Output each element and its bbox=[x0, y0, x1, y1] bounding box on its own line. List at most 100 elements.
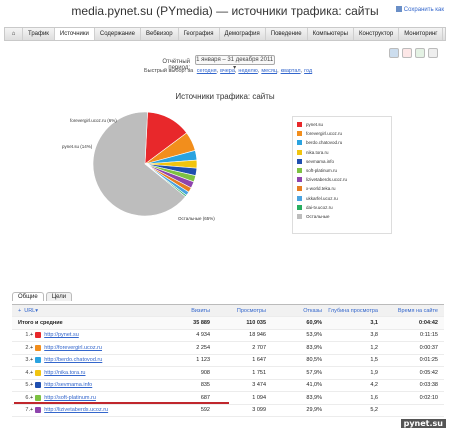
quick-link-3[interactable]: месяц bbox=[261, 68, 278, 74]
row-url-cell: 1. + http://pynet.su bbox=[12, 332, 160, 339]
header-bounces[interactable]: Отказы bbox=[303, 307, 322, 314]
home-tab[interactable]: ⌂ bbox=[5, 28, 23, 40]
table-row[interactable]: 3. + http://berdo.chatovod.ru 1 123 1 647 80… bbox=[12, 355, 444, 367]
total-visits: 35 889 bbox=[193, 319, 210, 326]
favicon-icon bbox=[35, 394, 42, 401]
table-row[interactable]: 1. + http://pynet.su 4 934 18 946 53,9% 3,8 0:… bbox=[12, 330, 444, 342]
cell-visits: 592 bbox=[200, 407, 210, 414]
header-time[interactable]: Время на сайте bbox=[397, 307, 438, 314]
row-url-link[interactable]: http://sevmama.info bbox=[44, 382, 93, 389]
segment-icon[interactable] bbox=[415, 48, 425, 58]
legend-label: nika.tora.ru bbox=[306, 149, 329, 155]
quick-link-4[interactable]: квартал bbox=[280, 68, 301, 74]
tab-2[interactable]: Содержание bbox=[95, 28, 141, 40]
quick-link-5[interactable]: год bbox=[304, 68, 313, 74]
header-url-label[interactable]: URL bbox=[24, 307, 36, 314]
table-row[interactable]: 6. + http://soft-platinum.ru 687 1 094 83,9%… bbox=[12, 392, 444, 405]
settings-icon[interactable] bbox=[428, 48, 438, 58]
tab-4[interactable]: География bbox=[179, 28, 220, 40]
total-depth: 3,1 bbox=[370, 319, 378, 326]
cell-visits: 687 bbox=[200, 394, 210, 401]
table-total-row: Итого и средние 35 889 110 035 60,9% 3,1… bbox=[12, 317, 444, 330]
expand-icon[interactable]: + bbox=[30, 394, 34, 401]
compare-icon[interactable] bbox=[402, 48, 412, 58]
cell-views: 1 647 bbox=[252, 357, 266, 364]
total-bounces: 60,9% bbox=[306, 319, 322, 326]
total-views: 110 035 bbox=[246, 319, 266, 326]
cell-views: 1 751 bbox=[252, 369, 266, 376]
header-url[interactable]: + URL ▾ bbox=[18, 307, 38, 314]
tab-1[interactable]: Источники bbox=[54, 28, 95, 40]
quick-link-2[interactable]: неделю bbox=[238, 68, 258, 74]
row-number: 4. bbox=[25, 369, 30, 376]
period-selector: Отчётный период: 1 января – 31 декабря 2… bbox=[144, 55, 275, 71]
tab-6[interactable]: Поведение bbox=[266, 28, 308, 40]
legend-label: lizivetaberds.ucoz.ru bbox=[306, 177, 348, 183]
legend-swatch bbox=[297, 168, 302, 174]
pie-label: Остальные (65%) bbox=[178, 216, 215, 221]
pie-label: pynet.su (14%) bbox=[62, 144, 93, 149]
expand-icon[interactable]: + bbox=[30, 369, 34, 376]
legend-swatch bbox=[297, 177, 302, 183]
pie-label: forevergirl.ucoz.ru (6%) bbox=[70, 118, 117, 123]
expand-icon[interactable]: + bbox=[30, 332, 34, 339]
favicon-icon bbox=[35, 407, 42, 414]
legend-label: ukkarfel.ucoz.ru bbox=[306, 195, 338, 201]
legend-swatch bbox=[297, 213, 302, 219]
table-row[interactable]: 5. + http://sevmama.info 835 3 474 41,0% 4,2 0… bbox=[12, 380, 444, 392]
cell-views: 3 099 bbox=[252, 407, 266, 414]
tab-goals[interactable]: Цели bbox=[45, 292, 73, 301]
table-row[interactable]: 7. + http://lizivetaberds.ucoz.ru 592 3 099… bbox=[12, 405, 444, 417]
tab-7[interactable]: Компьютеры bbox=[308, 28, 354, 40]
pie-slice[interactable] bbox=[92, 111, 186, 217]
quick-link-0[interactable]: сегодня bbox=[196, 68, 217, 74]
legend-item: pynet.su bbox=[297, 120, 387, 129]
tab-3[interactable]: Вебвизор bbox=[141, 28, 179, 40]
header-views[interactable]: Просмотры bbox=[236, 307, 266, 314]
save-as-label[interactable]: Сохранить как bbox=[403, 7, 444, 13]
row-url-link[interactable]: http://forevergirl.ucoz.ru bbox=[44, 344, 102, 351]
total-label: Итого и средние bbox=[18, 319, 63, 326]
row-url-link[interactable]: http://berdo.chatovod.ru bbox=[44, 357, 103, 364]
report-tabs: Общие Цели bbox=[12, 292, 73, 301]
row-url-cell: 6. + http://soft-platinum.ru bbox=[12, 394, 160, 401]
tab-9[interactable]: Мониторинг bbox=[399, 28, 444, 40]
legend-swatch bbox=[297, 204, 302, 210]
row-url-link[interactable]: http://soft-platinum.ru bbox=[44, 394, 96, 401]
cell-bounces: 83,9% bbox=[306, 394, 322, 401]
row-url-link[interactable]: http://lizivetaberds.ucoz.ru bbox=[44, 407, 109, 414]
period-dropdown[interactable]: 1 января – 31 декабря 2011 ▾ bbox=[194, 55, 275, 71]
quick-link-1[interactable]: вчера bbox=[220, 68, 235, 74]
table-row[interactable]: 4. + http://nika.tora.ru 908 1 751 57,9% 1,9 0… bbox=[12, 367, 444, 380]
table-row[interactable]: 2. + http://forevergirl.ucoz.ru 2 254 2 707… bbox=[12, 342, 444, 355]
row-number: 1. bbox=[25, 332, 30, 339]
legend-swatch bbox=[297, 122, 302, 128]
legend-label: x-world.teka.ru bbox=[306, 186, 336, 192]
period-value[interactable]: 1 января – 31 декабря 2011 bbox=[196, 57, 274, 63]
row-number: 6. bbox=[25, 394, 30, 401]
header-depth[interactable]: Глубина просмотра bbox=[328, 307, 378, 314]
expand-icon[interactable]: + bbox=[30, 382, 34, 389]
expand-icon[interactable]: + bbox=[30, 357, 34, 364]
cell-views: 1 094 bbox=[252, 394, 266, 401]
row-number: 7. bbox=[25, 407, 30, 414]
tab-8[interactable]: Конструктор bbox=[354, 28, 400, 40]
expand-icon[interactable]: + bbox=[30, 407, 34, 414]
legend-label: berdo.chatovod.ru bbox=[306, 140, 343, 146]
data-table: + URL ▾ Визиты Просмотры Отказы Глубина … bbox=[12, 304, 444, 417]
cell-depth: 3,8 bbox=[370, 332, 378, 339]
main-nav: ⌂ Трафик Источники Содержание Вебвизор Геогр… bbox=[4, 27, 446, 41]
tab-5[interactable]: Демография bbox=[220, 28, 266, 40]
tab-0[interactable]: Трафик bbox=[23, 28, 55, 40]
pie-chart: forevergirl.ucoz.ru (6%) pynet.su (14%) Ос… bbox=[0, 102, 250, 242]
tab-general[interactable]: Общие bbox=[12, 292, 44, 301]
header-visits[interactable]: Визиты bbox=[191, 307, 210, 314]
cell-views: 3 474 bbox=[252, 382, 266, 389]
disk-icon bbox=[395, 6, 402, 12]
row-url-link[interactable]: http://pynet.su bbox=[44, 332, 79, 339]
favicon-icon bbox=[35, 332, 42, 339]
save-as-link[interactable]: Сохранить как bbox=[395, 6, 444, 13]
row-url-link[interactable]: http://nika.tora.ru bbox=[44, 369, 86, 376]
chart-type-icon[interactable] bbox=[389, 48, 399, 58]
expand-icon[interactable]: + bbox=[30, 344, 34, 351]
